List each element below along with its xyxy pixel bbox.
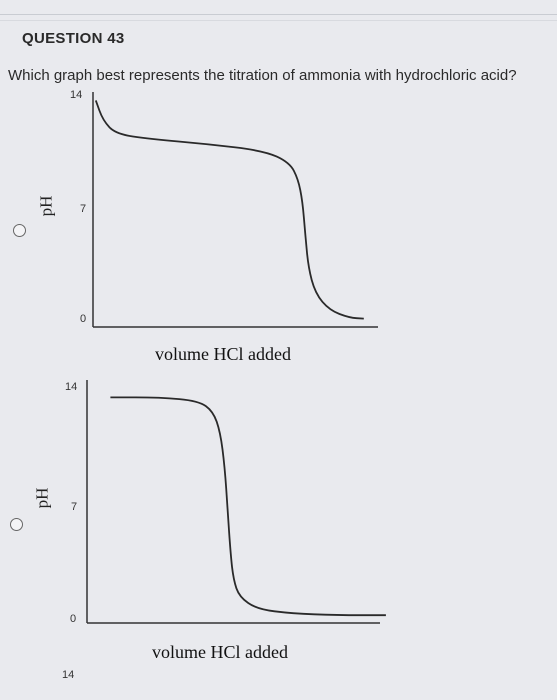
option-2-ytick-14: 14 [65, 381, 78, 393]
header-rule-secondary [0, 20, 557, 21]
option-2-graph: 14 7 0 pH volume HCl added [32, 380, 386, 662]
option-2-ytick-7: 7 [71, 501, 78, 513]
option-2-titration-curve [110, 396, 386, 617]
question-text: Which graph best represents the titratio… [8, 67, 517, 84]
option-3-ytick-14-partial: 14 [62, 669, 75, 681]
option-1-x-axis-label: volume HCl added [155, 344, 291, 364]
option-2-ytick-0: 0 [70, 613, 77, 625]
option-2-radio[interactable] [10, 518, 23, 531]
option-1-plot [92, 92, 378, 328]
option-1-graph: 14 7 0 pH volume HCl added [36, 89, 378, 364]
option-1-ytick-0: 0 [80, 313, 87, 325]
option-1-titration-curve [94, 100, 364, 320]
option-2-x-axis-label: volume HCl added [152, 642, 288, 662]
option-1-ytick-14: 14 [70, 89, 83, 101]
header-rule [0, 14, 557, 15]
question-number: QUESTION 43 [22, 30, 125, 47]
option-2-plot [86, 380, 386, 624]
option-1-radio[interactable] [13, 224, 26, 237]
option-1-ytick-7: 7 [80, 203, 87, 215]
